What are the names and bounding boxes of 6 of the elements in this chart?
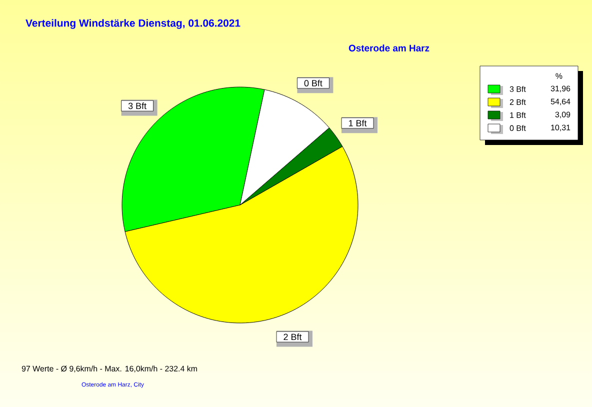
slice-label: 2 Bft — [284, 334, 302, 340]
slice-label: 3 Bft — [128, 102, 146, 110]
chart-title: Verteilung Windstärke Dienstag, 01.06.2021 — [26, 19, 240, 29]
slice-label: 0 Bft — [304, 80, 322, 86]
slice-label: 1 Bft — [348, 120, 367, 126]
chart-subtitle: Osterode am Harz — [348, 44, 430, 52]
